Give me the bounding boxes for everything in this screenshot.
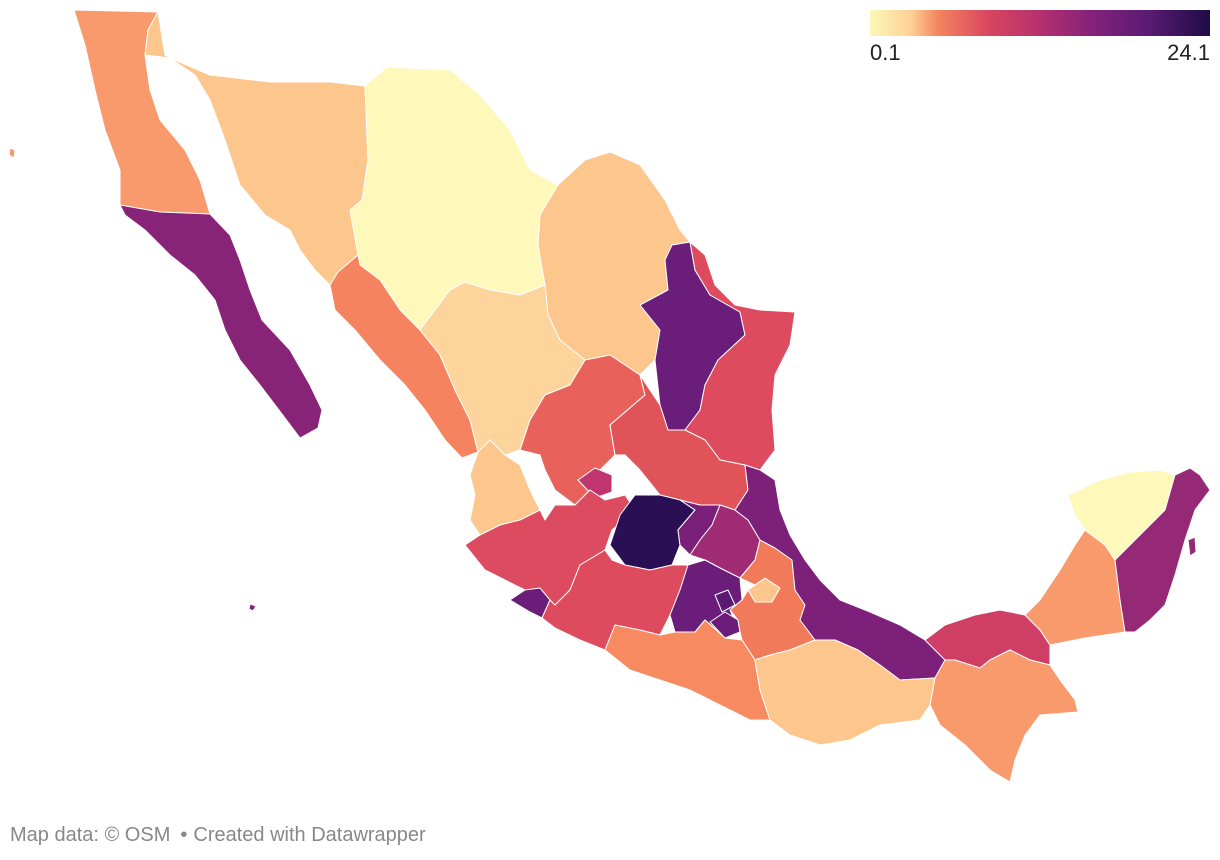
region-quintana-roo[interactable] xyxy=(1114,467,1211,633)
region-chiapas[interactable] xyxy=(929,649,1079,783)
region-baja-california[interactable] xyxy=(73,9,211,215)
region-baja-california-island xyxy=(8,147,16,159)
region-baja-california-sur[interactable] xyxy=(119,204,323,439)
datawrapper-credit: Created with Datawrapper xyxy=(193,824,426,846)
map-footer: Map data: © OSM • Created with Datawrapper xyxy=(10,824,426,847)
region-island-cozumel xyxy=(1187,536,1197,557)
region-cdmx[interactable] xyxy=(714,589,736,613)
map-data-attribution: Map data: © OSM xyxy=(10,824,171,846)
legend-min-label: 0.1 xyxy=(870,40,901,65)
region-guerrero[interactable] xyxy=(604,619,771,721)
footer-separator: • xyxy=(180,824,188,846)
region-islas-revillagigedo xyxy=(248,603,257,612)
color-legend: 0.1 24.1 xyxy=(870,10,1210,65)
legend-max-label: 24.1 xyxy=(1167,40,1210,65)
legend-color-scale xyxy=(870,10,1210,36)
